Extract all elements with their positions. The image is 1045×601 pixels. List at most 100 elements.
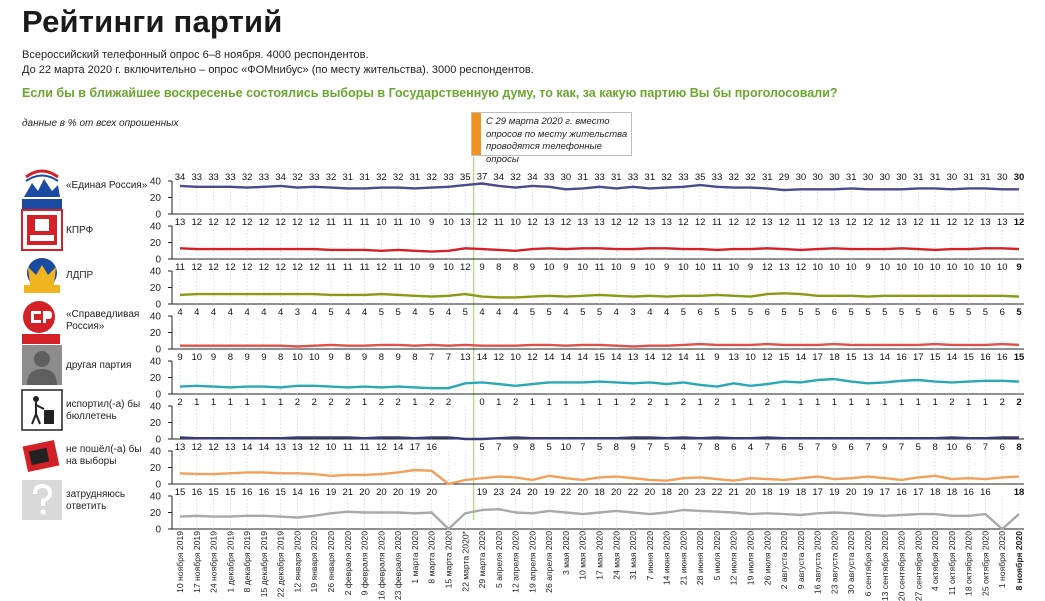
value-label: 5 xyxy=(664,442,669,453)
value-label: 11 xyxy=(393,217,403,228)
value-label: 16 xyxy=(259,487,270,498)
value-label: 8 xyxy=(1016,442,1021,453)
value-label: 2 xyxy=(1016,397,1021,408)
value-label: 12 xyxy=(208,442,219,453)
value-label: 4 xyxy=(312,307,317,318)
value-label: 2 xyxy=(328,397,333,408)
value-label: 21 xyxy=(343,487,354,498)
value-label: 8 xyxy=(412,352,417,363)
x-tick-label: 7 июня 2020 xyxy=(645,531,655,581)
series-name: КПРФ xyxy=(66,225,94,236)
series-line xyxy=(179,468,1020,486)
value-label: 1 xyxy=(798,397,803,408)
x-tick-label: 30 августа 2020 xyxy=(846,531,856,594)
x-tick-label: 19 апреля 2020 xyxy=(527,531,537,593)
value-label: 10 xyxy=(326,442,337,453)
value-label: 1 xyxy=(698,397,703,408)
value-label: 10 xyxy=(963,262,974,273)
subtitle-survey: Всероссийский телефонный опрос 6–8 ноябр… xyxy=(22,49,369,61)
value-label: 12 xyxy=(863,217,874,228)
value-label: 2 xyxy=(295,397,300,408)
value-label: 10 xyxy=(645,262,656,273)
value-label: 32 xyxy=(728,172,739,183)
value-label: 4 xyxy=(211,307,216,318)
value-label: 1 xyxy=(865,397,870,408)
value-label: 11 xyxy=(326,262,336,273)
value-label: 32 xyxy=(510,172,521,183)
value-label: 20 xyxy=(359,487,370,498)
x-tick-label: 12 июля 2020 xyxy=(729,531,739,585)
value-label: 11 xyxy=(595,262,605,273)
value-label: 9 xyxy=(714,352,719,363)
value-label: 12 xyxy=(527,217,538,228)
value-label: 14 xyxy=(259,442,270,453)
sr-logo xyxy=(22,301,60,344)
value-label: 5 xyxy=(1016,307,1022,318)
value-label: 14 xyxy=(879,352,890,363)
value-label: 10 xyxy=(913,262,924,273)
value-label: 10 xyxy=(846,262,857,273)
y-tick-label: 20 xyxy=(150,328,162,339)
value-label: 1 xyxy=(781,397,786,408)
value-label: 11 xyxy=(326,217,336,228)
value-label: 11 xyxy=(360,442,370,453)
value-label: 8 xyxy=(932,442,937,453)
value-label: 32 xyxy=(326,172,337,183)
value-label: 31 xyxy=(645,172,656,183)
value-label: 10 xyxy=(997,262,1008,273)
x-tick-label: 1 марта 2020 xyxy=(410,531,420,584)
value-label: 9 xyxy=(630,262,635,273)
value-label: 10 xyxy=(544,262,555,273)
value-label: 13 xyxy=(225,442,236,453)
value-label: 1 xyxy=(664,397,669,408)
value-label: 4 xyxy=(177,307,182,318)
value-label: 31 xyxy=(963,172,974,183)
value-label: 2 xyxy=(765,397,770,408)
value-label: 18 xyxy=(594,487,605,498)
value-label: 13 xyxy=(275,442,286,453)
value-label: 32 xyxy=(661,172,672,183)
value-label: 30 xyxy=(947,172,958,183)
person-body xyxy=(31,402,45,425)
value-label: 1 xyxy=(228,397,233,408)
value-label: 1 xyxy=(731,397,736,408)
bear-shape xyxy=(24,179,60,197)
value-label: 12 xyxy=(292,262,303,273)
value-label: 4 xyxy=(244,307,249,318)
value-label: 9 xyxy=(177,352,182,363)
value-label: 16 xyxy=(426,442,437,453)
value-label: 20 xyxy=(393,487,404,498)
value-label: 13 xyxy=(829,217,840,228)
value-label: 5 xyxy=(916,307,921,318)
value-label: 4 xyxy=(345,307,350,318)
value-label: 9 xyxy=(328,352,333,363)
y-tick-label: 40 xyxy=(150,357,162,368)
value-label: 13 xyxy=(762,217,773,228)
value-label: 12 xyxy=(191,217,202,228)
value-label: 13 xyxy=(896,217,907,228)
value-label: 15 xyxy=(275,487,286,498)
x-tick-label: 26 апреля 2020 xyxy=(544,531,554,593)
value-label: 2 xyxy=(379,397,384,408)
x-tick-label: 6 сентября 2020 xyxy=(863,531,873,597)
value-label: 4 xyxy=(496,307,501,318)
value-label: 3 xyxy=(295,307,300,318)
value-label: 1 xyxy=(362,397,367,408)
x-tick-label: 13 сентября 2020 xyxy=(880,531,890,601)
x-tick-label: 8 ноября 2020 xyxy=(1014,531,1024,591)
x-tick-label: 11 октября 2020 xyxy=(947,531,957,596)
value-label: 33 xyxy=(191,172,202,183)
value-label: 5 xyxy=(798,307,803,318)
value-label: 16 xyxy=(896,352,907,363)
value-label: 12 xyxy=(259,262,270,273)
value-label: 33 xyxy=(259,172,270,183)
value-label: 30 xyxy=(561,172,572,183)
value-label: 12 xyxy=(661,352,672,363)
value-label: 12 xyxy=(275,262,286,273)
value-label: 16 xyxy=(896,487,907,498)
value-label: 30 xyxy=(879,172,890,183)
value-label: 30 xyxy=(812,172,823,183)
value-label: 31 xyxy=(846,172,857,183)
value-label: 2 xyxy=(345,397,350,408)
value-label: 33 xyxy=(712,172,723,183)
